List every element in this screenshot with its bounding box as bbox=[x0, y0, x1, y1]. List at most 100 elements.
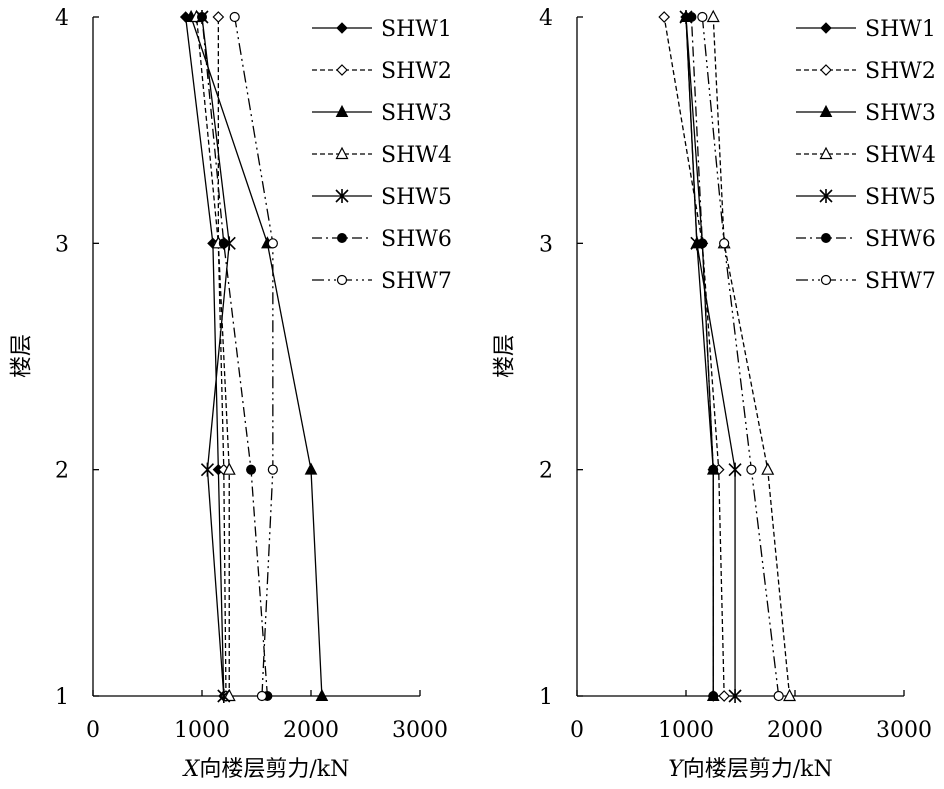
legend: SHW1 SHW2 SHW3 SHW4 SHW5 SHW6 SHW7 bbox=[796, 17, 936, 294]
triangle-open-marker bbox=[335, 146, 349, 160]
circle-open-marker bbox=[746, 464, 757, 475]
y-tick-label: 4 bbox=[539, 6, 553, 31]
circle-open-marker bbox=[697, 11, 708, 23]
chart-panel-2: 0 1000 2000 3000 1 2 3 4 Y向楼层剪力/kN 楼层 SHW1 SHW2 SHW3… bbox=[493, 6, 936, 782]
series-shw6 bbox=[197, 12, 273, 701]
legend-item: SHW1 bbox=[796, 17, 936, 42]
triangle-filled-marker bbox=[315, 688, 329, 701]
diamond-open-marker bbox=[820, 64, 832, 76]
x-axis-title-axis-letter: Y bbox=[668, 757, 685, 782]
y-tick-label: 4 bbox=[55, 6, 69, 31]
x-axis-title-text: 向楼层剪力/kN bbox=[683, 757, 833, 782]
series-line bbox=[195, 16, 230, 696]
circle-filled-marker bbox=[708, 691, 719, 701]
circle-filled-marker bbox=[246, 464, 257, 475]
circle-open-marker bbox=[256, 690, 268, 702]
y-axis-title: 楼层 bbox=[10, 334, 35, 378]
legend-label: SHW7 bbox=[381, 269, 452, 294]
legend-item: SHW6 bbox=[312, 227, 452, 252]
triangle-open-marker bbox=[222, 462, 236, 475]
series-shw3 bbox=[679, 9, 720, 701]
circle-filled-marker bbox=[218, 238, 229, 249]
asterisk-marker bbox=[200, 462, 215, 477]
diamond-filled-marker bbox=[336, 22, 348, 34]
circle-open-marker bbox=[773, 690, 784, 702]
triangle-filled-marker bbox=[304, 462, 318, 475]
circle-open-marker bbox=[267, 238, 278, 249]
legend-item: SHW3 bbox=[312, 101, 452, 126]
legend-item: SHW2 bbox=[312, 59, 452, 84]
triangle-filled-marker bbox=[819, 104, 833, 117]
series-line bbox=[201, 16, 269, 697]
series-shw7 bbox=[697, 11, 784, 702]
legend-label: SHW6 bbox=[381, 227, 452, 252]
x-tick-label: 3000 bbox=[876, 718, 932, 743]
series-line bbox=[685, 16, 714, 696]
legend-item: SHW7 bbox=[796, 269, 936, 294]
diamond-open-marker bbox=[212, 11, 225, 23]
x-tick-label: 3000 bbox=[392, 718, 448, 743]
asterisk-marker bbox=[728, 689, 742, 703]
x-tick-label: 0 bbox=[86, 718, 100, 743]
legend: SHW1 SHW2 SHW3 SHW4 SHW5 SHW6 SHW7 bbox=[312, 17, 452, 294]
y-tick-label: 1 bbox=[539, 685, 553, 710]
series-line bbox=[685, 16, 714, 696]
circle-open-marker bbox=[267, 464, 278, 475]
circle-filled-marker bbox=[197, 12, 207, 22]
series-shw6 bbox=[686, 12, 719, 701]
diamond-open-marker bbox=[718, 690, 730, 702]
x-tick-label: 1000 bbox=[174, 718, 230, 743]
triangle-open-marker bbox=[783, 688, 797, 702]
y-tick-label: 3 bbox=[55, 232, 69, 257]
legend-label: SHW5 bbox=[381, 185, 452, 210]
triangle-open-marker bbox=[819, 146, 833, 160]
circle-filled-marker bbox=[708, 464, 719, 475]
circle-filled-marker bbox=[697, 238, 708, 249]
legend-label: SHW4 bbox=[381, 143, 452, 168]
circle-filled-marker bbox=[821, 233, 831, 243]
legend-label: SHW2 bbox=[865, 59, 936, 84]
legend-label: SHW4 bbox=[865, 143, 936, 168]
x-tick-label: 0 bbox=[570, 718, 584, 743]
series-line bbox=[217, 17, 227, 697]
x-axis-title-text: 向楼层剪力/kN bbox=[199, 757, 349, 782]
series-shw4 bbox=[706, 9, 797, 702]
legend-item: SHW3 bbox=[796, 101, 936, 126]
x-axis-title: Y向楼层剪力/kN bbox=[668, 757, 833, 782]
series-line bbox=[690, 16, 714, 696]
legend-label: SHW2 bbox=[381, 59, 452, 84]
y-tick-label: 3 bbox=[539, 232, 553, 257]
asterisk-marker bbox=[217, 689, 231, 703]
series-line bbox=[712, 16, 791, 697]
legend-label: SHW1 bbox=[381, 17, 452, 42]
circle-open-marker bbox=[719, 238, 730, 249]
series-shw3 bbox=[184, 9, 329, 701]
circle-open-marker bbox=[820, 274, 832, 286]
legend-item: SHW2 bbox=[796, 59, 936, 84]
x-tick-label: 2000 bbox=[283, 718, 339, 743]
x-axis-title: X向楼层剪力/kN bbox=[182, 757, 350, 782]
series-shw7 bbox=[229, 11, 278, 702]
series-shw2 bbox=[658, 11, 730, 702]
y-tick-label: 2 bbox=[55, 459, 69, 484]
legend-item: SHW5 bbox=[796, 185, 936, 210]
legend-item: SHW4 bbox=[796, 143, 936, 168]
series-line bbox=[701, 16, 780, 697]
triangle-open-marker bbox=[761, 462, 775, 475]
asterisk-marker bbox=[335, 189, 349, 203]
series-line bbox=[201, 16, 230, 697]
asterisk-marker bbox=[819, 189, 833, 203]
circle-open-marker bbox=[229, 11, 240, 23]
legend-label: SHW5 bbox=[865, 185, 936, 210]
diamond-open-marker bbox=[658, 11, 671, 23]
legend-item: SHW7 bbox=[312, 269, 452, 294]
diamond-open-marker bbox=[336, 64, 348, 76]
y-axis-title: 楼层 bbox=[493, 334, 518, 378]
triangle-open-marker bbox=[706, 9, 720, 23]
legend-label: SHW3 bbox=[381, 101, 452, 126]
circle-open-marker bbox=[336, 274, 348, 286]
legend-label: SHW1 bbox=[865, 17, 936, 42]
x-axis-title-axis-letter: X bbox=[182, 757, 201, 782]
asterisk-marker bbox=[728, 462, 742, 477]
